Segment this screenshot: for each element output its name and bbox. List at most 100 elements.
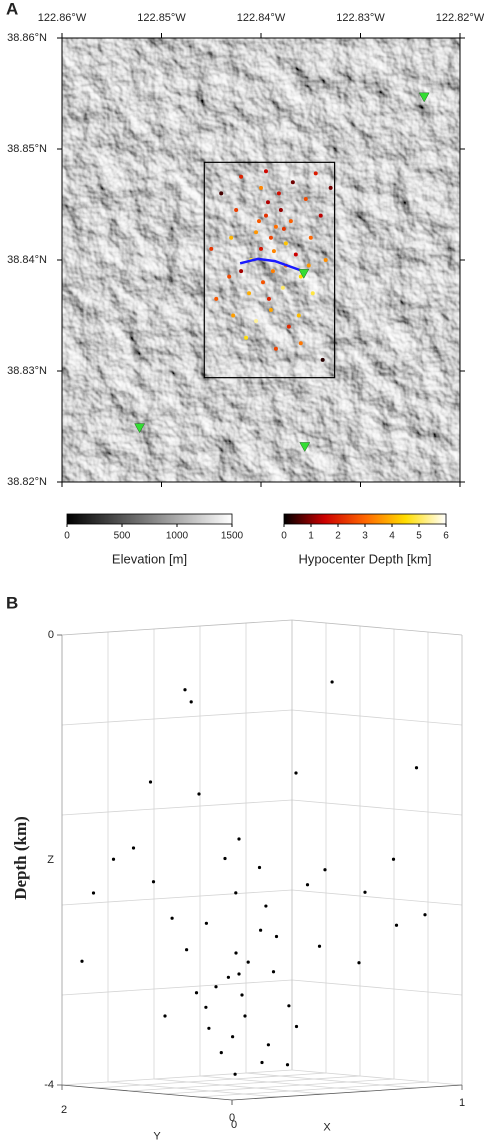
grid-line xyxy=(163,1078,395,1095)
hypocenter-point xyxy=(246,960,250,964)
hypocenter-point xyxy=(287,1004,291,1008)
study-box xyxy=(203,161,336,379)
axis-edge xyxy=(61,1069,293,1086)
colorbar xyxy=(66,513,233,525)
hypocenter xyxy=(268,307,273,312)
y-tick-label: 38.86°N xyxy=(7,32,47,44)
hypocenter xyxy=(229,235,234,240)
grid-line xyxy=(291,709,463,726)
colorbar xyxy=(283,513,447,525)
hypocenter xyxy=(254,230,259,235)
grid-line xyxy=(291,979,463,996)
hypocenter xyxy=(263,213,268,218)
hypocenter xyxy=(273,346,278,351)
hypocenter-point xyxy=(223,856,227,861)
hypocenter xyxy=(276,191,281,196)
hypocenter-point xyxy=(391,857,396,861)
hypocenter-point xyxy=(264,904,268,908)
hypocenter xyxy=(323,258,328,262)
hypocenter-point xyxy=(305,883,310,887)
hypocenter xyxy=(283,241,288,246)
hypocenter-point xyxy=(274,934,279,939)
colorbar-tick-label: 0 xyxy=(281,531,287,542)
grid-line xyxy=(129,1075,361,1092)
hypocenter-point xyxy=(257,865,262,870)
hypocenter xyxy=(254,319,259,324)
hypocenter xyxy=(227,274,232,279)
hypocenter xyxy=(219,191,224,196)
hypocenter xyxy=(265,200,270,205)
hypocenter xyxy=(318,213,323,218)
grid-line xyxy=(153,1078,325,1095)
station xyxy=(418,92,430,103)
hypocenter-point xyxy=(363,890,367,894)
hypocenter xyxy=(270,269,275,274)
hypocenter-point xyxy=(207,1026,211,1030)
grid-line xyxy=(61,979,293,996)
hypocenter xyxy=(234,208,239,213)
y-tick-label: 38.85°N xyxy=(7,143,47,155)
axis-edge xyxy=(291,619,463,636)
hypocenter-point xyxy=(234,891,238,895)
y-tick-label: 38.84°N xyxy=(7,254,47,266)
colorbar-label: Elevation [m] xyxy=(112,551,187,566)
hypocenter-point xyxy=(231,1035,235,1039)
hypocenter-point xyxy=(243,1014,247,1018)
hypocenter xyxy=(259,246,263,251)
hypocenter-point xyxy=(237,837,241,841)
hypocenter xyxy=(231,313,236,318)
hypocenter-point xyxy=(423,913,427,917)
hypocenter-point xyxy=(214,985,218,989)
hypocenter-point xyxy=(91,891,96,895)
hypocenter-point xyxy=(163,1014,167,1018)
hypocenter-point xyxy=(131,846,136,850)
hypocenter xyxy=(239,269,244,274)
grid-line xyxy=(61,889,293,906)
colorbar-tick-label: 5 xyxy=(416,531,422,542)
hypocenter-point xyxy=(197,792,201,796)
x-tick-label: 122.83°W xyxy=(336,12,385,24)
y-axis-label: Y xyxy=(153,1130,161,1142)
hypocenter xyxy=(214,296,219,301)
hypocenter xyxy=(280,285,285,290)
colorbar-tick-label: 4 xyxy=(389,531,395,542)
colorbar-tick-label: 3 xyxy=(362,531,368,542)
y-tick-label: 38.83°N xyxy=(7,365,47,377)
hypocenter-point xyxy=(240,993,244,997)
hypocenter-point xyxy=(330,680,334,684)
hypocenter xyxy=(293,252,298,257)
station xyxy=(298,269,310,279)
z-axis-label: Z xyxy=(47,854,54,866)
hypocenter xyxy=(308,235,313,240)
depth-axis-title: Depth (km) xyxy=(11,816,30,900)
axis-edge xyxy=(61,619,293,636)
colorbar-tick-label: 0 xyxy=(64,531,70,542)
hypocenter xyxy=(260,280,265,285)
hypocenter-point xyxy=(394,923,399,927)
station xyxy=(134,423,146,434)
hypocenter xyxy=(310,291,315,296)
hypocenter-point xyxy=(204,921,208,925)
z-tick-label: -4 xyxy=(44,1079,54,1091)
x-tick-label: 122.85°W xyxy=(137,12,186,24)
hypocenter xyxy=(209,246,214,251)
colorbar-tick-label: 1000 xyxy=(166,531,189,542)
axis-line xyxy=(231,1084,463,1101)
hypocenter xyxy=(266,296,271,301)
hypocenter-point xyxy=(189,700,193,704)
hypocenter-point xyxy=(234,951,238,955)
station xyxy=(299,442,311,452)
hypocenter xyxy=(303,196,308,201)
y-tick-label: 38.82°N xyxy=(7,476,47,488)
hypocenter xyxy=(257,219,262,224)
hypocenter xyxy=(263,169,268,174)
hypocenter-point xyxy=(285,1063,290,1067)
grid-line xyxy=(197,1081,429,1098)
axis-line xyxy=(61,1084,233,1101)
y-tick-label: 2 xyxy=(61,1104,67,1116)
grid-line xyxy=(199,1075,371,1092)
z-tick-label: 0 xyxy=(48,629,54,641)
grid-line xyxy=(95,1072,327,1089)
hypocenter-point xyxy=(148,780,153,784)
